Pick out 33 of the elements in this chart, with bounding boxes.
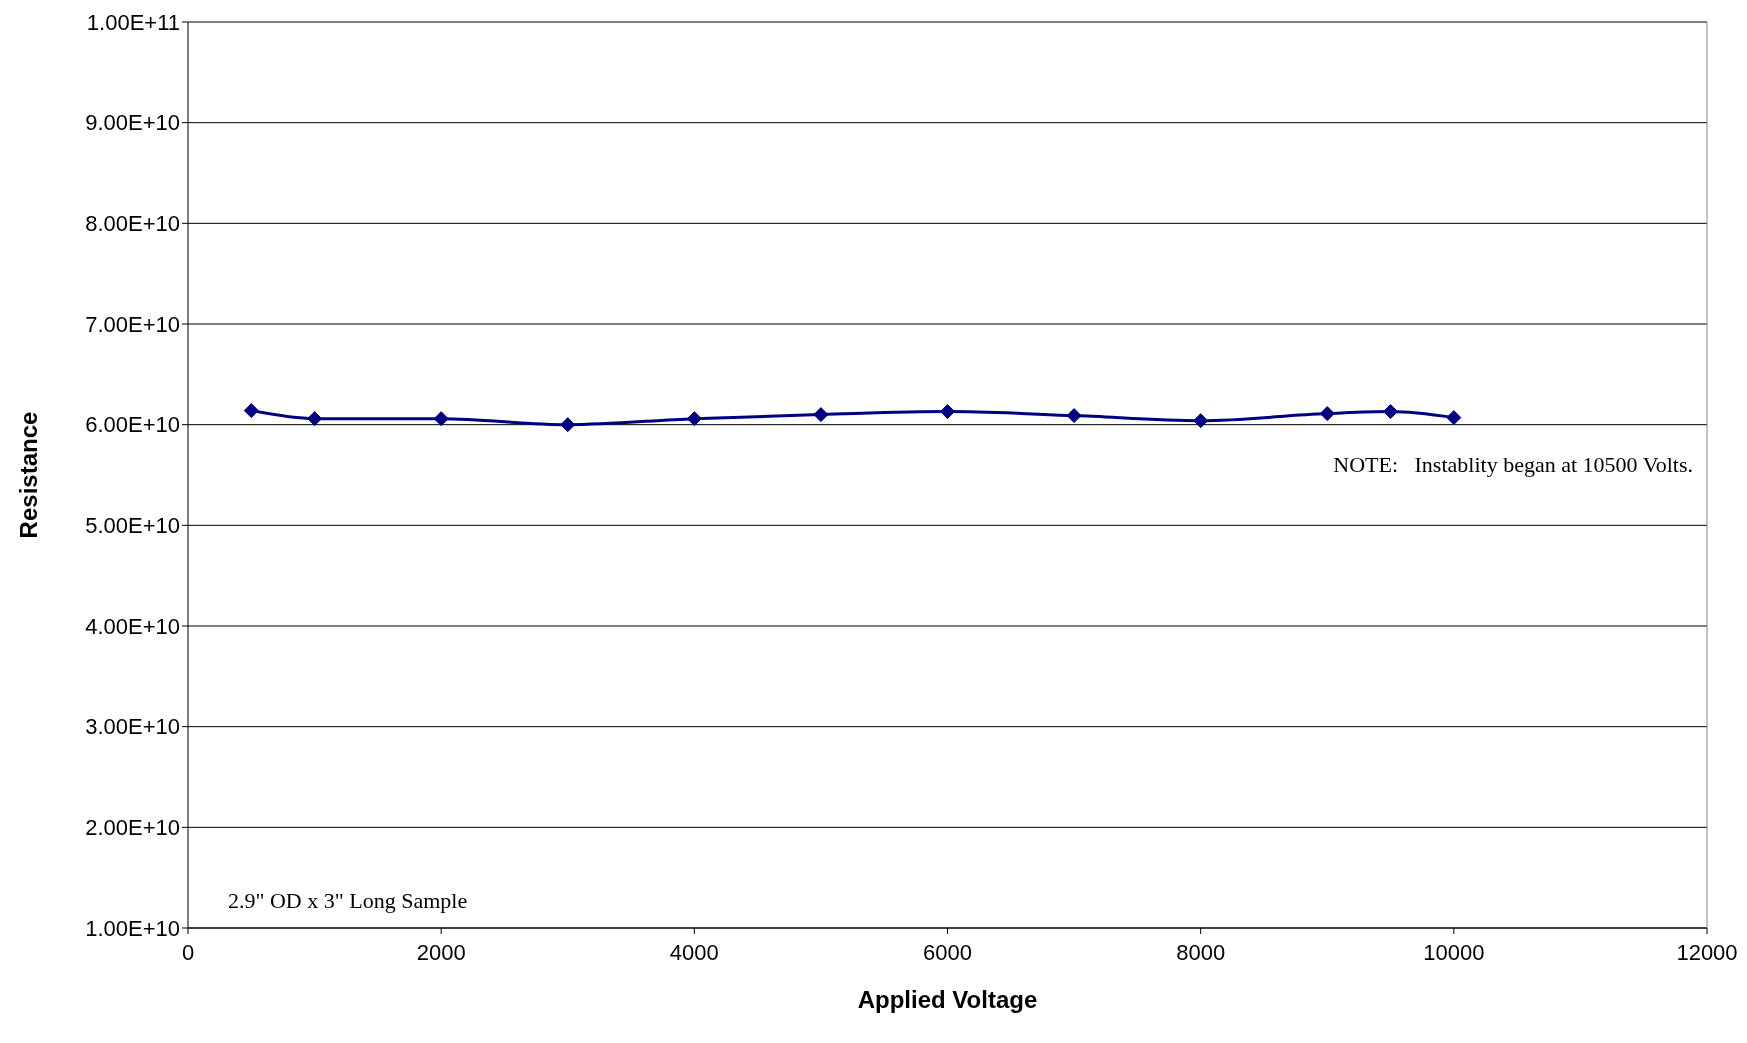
point [560,417,576,433]
x-tick-label: 4000 [669,939,719,965]
point [243,403,259,419]
x-tick-label: 6000 [923,939,972,965]
x-tick-label: 2000 [416,939,466,965]
annotation: NOTE: Instablity began at 10500 Volts. [1333,452,1693,478]
x-tick-label: 0 [181,939,195,965]
point [686,411,702,427]
y-tick-label: 6.00E+10 [85,412,180,438]
y-tick-label: 9.00E+10 [85,110,180,136]
point [813,407,829,423]
point [433,411,449,427]
y-tick-label: 3.00E+10 [85,714,180,740]
y-tick-label: 5.00E+10 [85,513,180,539]
y-tick-label: 4.00E+10 [85,613,180,639]
x-axis-title: Applied Voltage [857,986,1038,1013]
annotation: 2.9" OD x 3" Long Sample [228,888,468,914]
point [1319,406,1335,422]
x-tick-label: 10000 [1423,939,1485,965]
y-axis-title: Resistance [14,411,42,539]
y-tick-label: 7.00E+10 [85,311,180,337]
y-tick-label: 1.00E+11 [86,9,180,35]
x-tick-label: 8000 [1176,939,1226,965]
x-tick-label: 12000 [1676,939,1738,965]
point [1383,404,1399,420]
y-tick-label: 2.00E+10 [85,815,180,841]
point [307,411,323,427]
point [1193,413,1209,429]
point [1446,410,1462,426]
point [1066,408,1082,424]
point [940,404,955,420]
y-tick-label: 1.00E+10 [85,915,180,941]
y-tick-label: 8.00E+10 [85,211,180,237]
